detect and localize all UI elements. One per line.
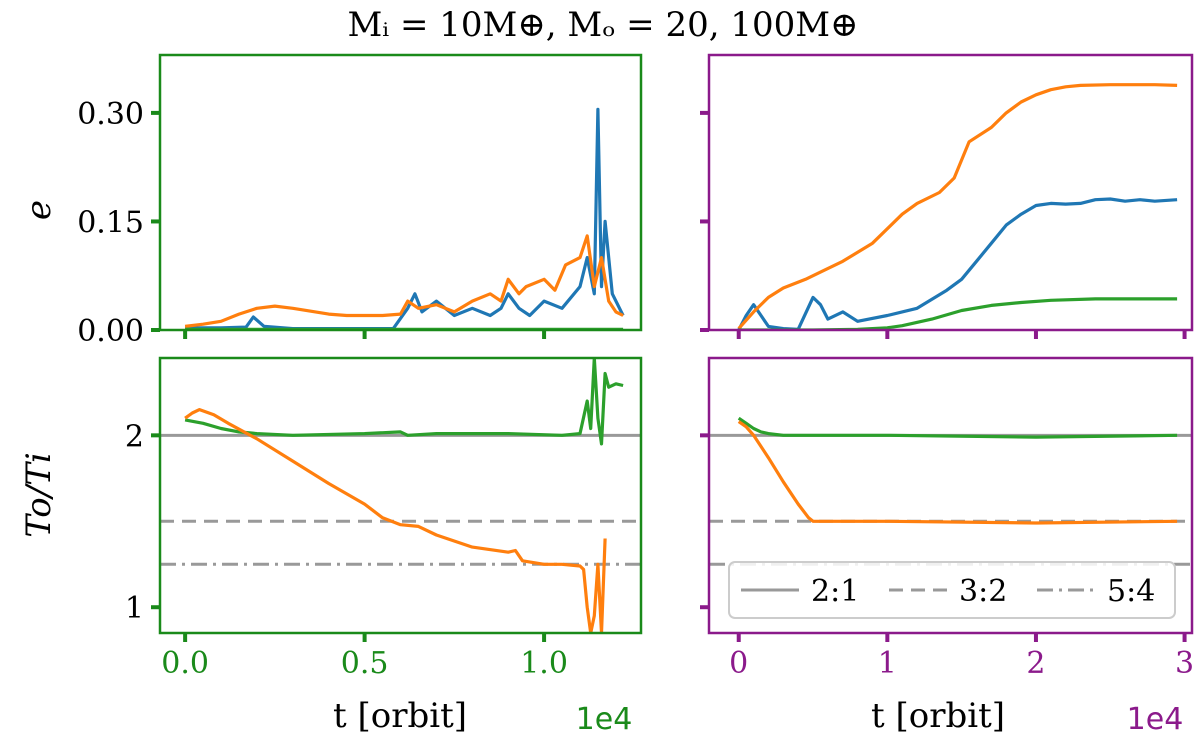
plot-area	[709, 416, 1192, 566]
x-tick-label: 0.0	[161, 646, 209, 681]
legend-label: 2:1	[811, 574, 859, 609]
series-line-orange	[184, 408, 607, 633]
panel-frame	[158, 53, 643, 332]
x-tick-label: 1	[878, 646, 897, 681]
panel-top-left: 0.00 0.15 0.30	[77, 53, 643, 349]
y-tick-label: 2	[125, 419, 144, 454]
figure-title: Mᵢ = 10M⊕, Mₒ = 20, 100M⊕	[347, 5, 858, 45]
x-axis-label-left: t [orbit]	[333, 696, 467, 736]
x-multiplier-right: 1e4	[1127, 702, 1184, 737]
x-tick-label: 0.5	[341, 646, 389, 681]
series-line-green	[184, 358, 624, 446]
series-line-inner	[185, 107, 625, 330]
series-line-blue	[737, 197, 1178, 330]
y-axis-label-period-ratio-text: To/Ti	[19, 452, 59, 538]
panel-frame	[158, 356, 643, 635]
y-axis-label-e: e	[19, 200, 59, 220]
legend: 2:1 3:2 5:4	[728, 561, 1176, 619]
plot-area	[160, 358, 641, 633]
series-line-outer	[184, 234, 624, 328]
panel-bottom-right: 0 1 2 3 2:1 3:2 5:4	[700, 356, 1194, 681]
series-line-orange	[737, 83, 1178, 330]
panel-bottom-left: 1 2 0.0 0.5 1.0	[125, 356, 643, 681]
y-tick-label: 0.30	[77, 97, 144, 132]
legend-label: 5:4	[1107, 574, 1155, 609]
x-tick-label: 3	[1175, 646, 1194, 681]
x-tick-label: 0	[729, 646, 748, 681]
panel-frame	[707, 356, 1194, 635]
plot-area	[184, 107, 625, 330]
x-axis-label-right: t [orbit]	[871, 696, 1005, 736]
y-tick-label: 0.15	[77, 205, 144, 240]
legend-box	[728, 561, 1176, 619]
y-tick-label: 0.00	[77, 314, 144, 349]
y-axis-label-period-ratio: To/Ti	[19, 452, 59, 538]
x-tick-label: 1.0	[520, 646, 568, 681]
panel-top-right	[700, 53, 1194, 339]
x-multiplier-left: 1e4	[576, 702, 633, 737]
plot-area	[737, 83, 1178, 330]
legend-label: 3:2	[959, 574, 1007, 609]
y-tick-label: 1	[125, 591, 144, 626]
panel-frame	[707, 53, 1194, 332]
x-tick-label: 2	[1026, 646, 1045, 681]
series-line-green	[737, 416, 1178, 439]
series-line-orange	[737, 420, 1178, 525]
